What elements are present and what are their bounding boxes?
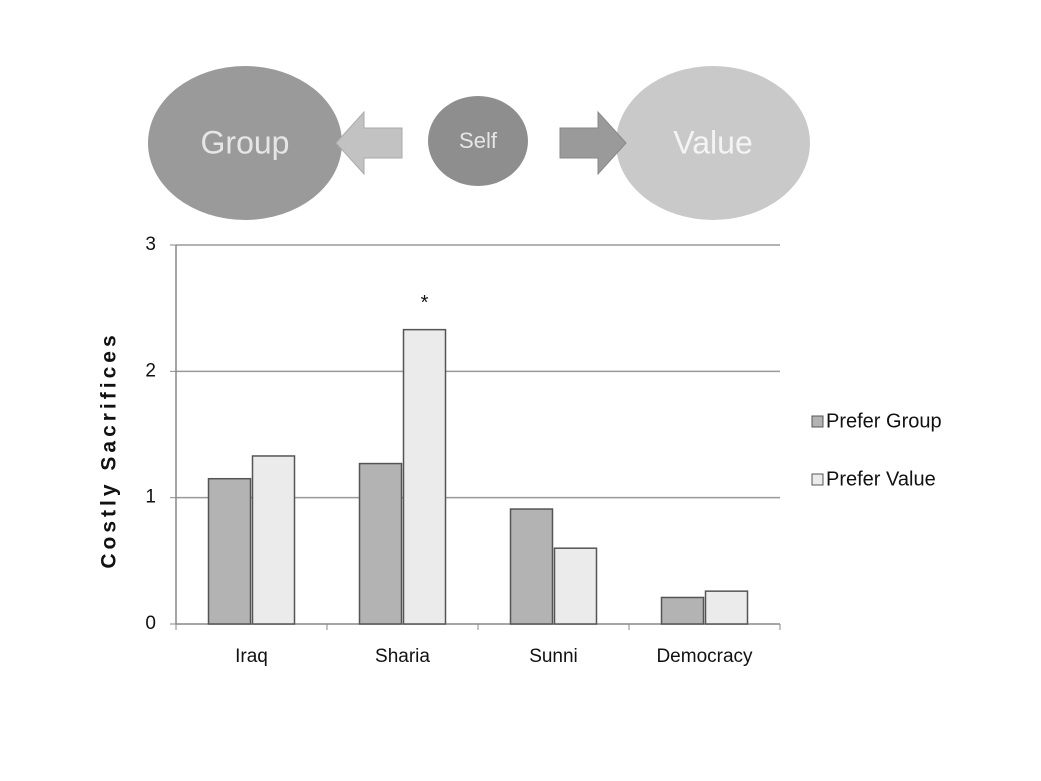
group-node — [148, 66, 342, 220]
bar — [660, 596, 705, 625]
y-tick-label: 2 — [145, 360, 156, 381]
legend-swatch — [811, 415, 824, 428]
bar — [402, 328, 447, 625]
legend-label: Prefer Value — [826, 468, 936, 490]
self-node — [428, 96, 528, 186]
x-tick-label: Sharia — [375, 646, 430, 667]
bar — [358, 462, 403, 625]
x-tick-label: Democracy — [656, 646, 753, 667]
diagram: Group Self Value — [148, 66, 810, 220]
node-label: Self — [459, 128, 498, 153]
bar — [704, 590, 749, 625]
bar — [251, 455, 296, 625]
legend-label: Prefer Group — [826, 410, 942, 432]
y-tick-label: 3 — [145, 234, 156, 255]
value-node — [616, 66, 810, 220]
bar — [553, 547, 598, 625]
bar — [509, 508, 554, 625]
arrow-right — [559, 110, 627, 176]
node-label: Value — [673, 124, 752, 160]
arrow-left — [335, 110, 403, 176]
y-tick-label: 0 — [145, 613, 156, 634]
node-label: Group — [201, 124, 290, 160]
bar — [207, 477, 252, 625]
legend-swatch — [811, 473, 824, 486]
y-tick-label: 1 — [145, 487, 156, 508]
annotation: * — [421, 292, 429, 314]
x-tick-label: Iraq — [235, 646, 268, 667]
y-axis-title: Costly Sacrifices — [98, 331, 121, 568]
x-tick-label: Sunni — [529, 646, 578, 667]
